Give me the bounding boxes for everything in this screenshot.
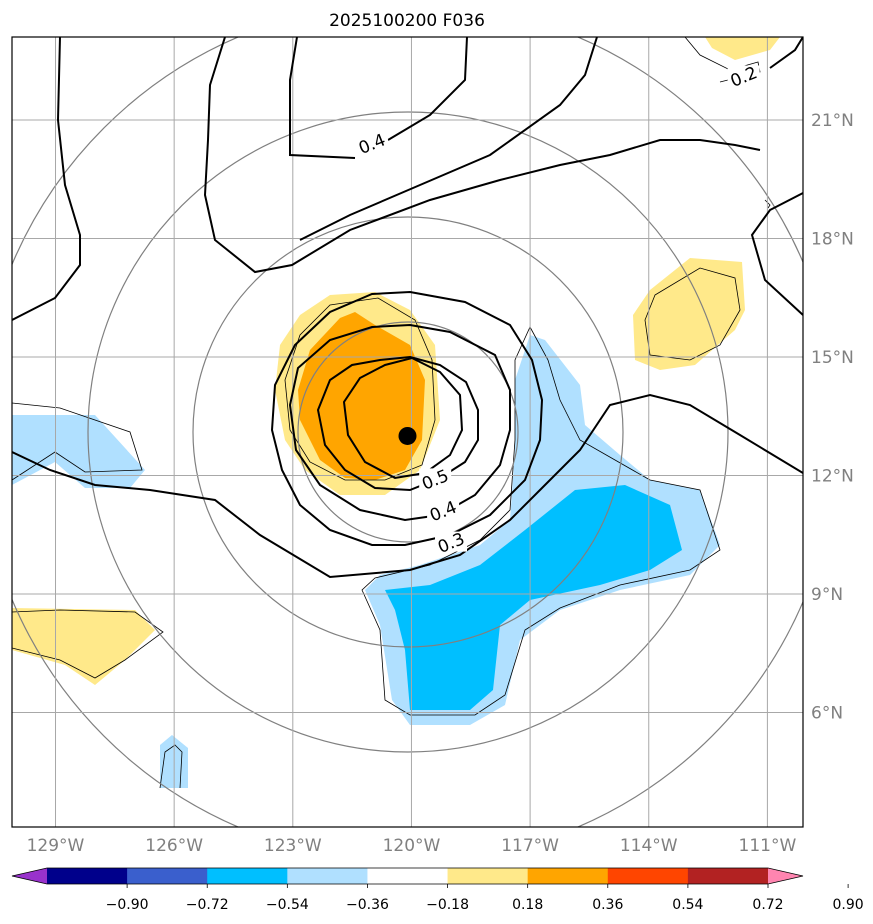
contour-label-bg (355, 132, 388, 153)
thick-contour (316, 355, 479, 492)
thick-contour (769, 37, 803, 69)
thick-contour (289, 37, 356, 159)
colorbar-tick-label: 0.54 (672, 897, 703, 913)
thick-contour (288, 323, 511, 522)
colorbar-outline (11, 867, 804, 885)
map-frame (11, 36, 804, 828)
colorbar-tick-label: −0.72 (186, 897, 229, 913)
y-tick-label: 9°N (811, 585, 843, 605)
thick-contour (750, 192, 803, 316)
map-area: 0.20.40.50.40.3 (12, 37, 803, 827)
thick-contour (299, 37, 598, 241)
thick-contour (12, 37, 81, 321)
y-tick-label: 6°N (811, 703, 843, 723)
thin-contour (12, 609, 164, 679)
colorbar-segment (447, 868, 529, 884)
thin-contour (361, 326, 721, 716)
x-tick-label: 120°W (383, 836, 441, 856)
contour-label-bg (727, 65, 760, 86)
x-tick-label: 129°W (27, 836, 85, 856)
thin-contour (284, 297, 436, 481)
colorbar-segment (527, 868, 609, 884)
colorbar-tick-label: −0.90 (106, 897, 149, 913)
colorbar-segment (607, 868, 689, 884)
colorbar-segment (687, 868, 769, 884)
colorbar-segment (287, 868, 368, 884)
shade-yellow-northeast (705, 37, 780, 60)
contour-labels: 0.20.40.50.40.3 (355, 63, 760, 558)
thick-contour (270, 290, 544, 546)
colorbar-tick-label: −0.54 (266, 897, 309, 913)
shade-yellow-southwest (12, 608, 155, 685)
thick-contour (342, 356, 464, 480)
colorbar-tick-label: −0.18 (426, 897, 469, 913)
range-ring (297, 321, 519, 543)
thin-contours (12, 37, 771, 789)
x-tick-label: 123°W (264, 836, 322, 856)
shade-yellow-east (633, 258, 745, 370)
colorbar-segment (207, 868, 288, 884)
colorbar-tick-label: 0.90 (833, 897, 864, 913)
x-tick-label: 126°W (145, 836, 203, 856)
thick-contour (387, 37, 468, 141)
shade-blue-core (385, 485, 682, 710)
y-tick-label: 18°N (811, 229, 854, 249)
x-tick-labels: 129°W 126°W 123°W 120°W 117°W 114°W 111°W (27, 836, 797, 856)
colorbar: −0.90 −0.72 −0.54 −0.36 −0.18 0.18 0.36 0.54 0.7… (11, 867, 864, 913)
thin-contour (12, 402, 143, 481)
colorbar-segment (367, 868, 449, 884)
range-ring (192, 216, 624, 648)
colorbar-extend-low (12, 868, 47, 884)
y-tick-label: 21°N (811, 111, 854, 131)
x-tick-label: 111°W (739, 836, 797, 856)
shade-light-blue-west (12, 415, 145, 488)
contour-label-bg (419, 468, 452, 489)
colorbar-extend-high (768, 868, 803, 884)
storm-center-marker (398, 426, 417, 445)
contour-label-bg (435, 531, 468, 552)
range-ring (87, 111, 729, 753)
y-tick-label: 15°N (811, 348, 854, 368)
colorbar-segment (127, 868, 208, 884)
y-tick-labels: 21°N 18°N 15°N 12°N 9°N 6°N (811, 111, 854, 724)
chart-title: 2025100200 F036 (329, 11, 485, 31)
contour-label-bg (427, 500, 460, 520)
thin-contour (644, 267, 741, 361)
colorbar-tick-label: 0.36 (592, 897, 623, 913)
thin-contour (159, 744, 183, 789)
range-rings (12, 37, 803, 827)
colorbar-tick-label: 0.72 (752, 897, 783, 913)
shaded-fields (12, 37, 780, 788)
colorbar-tick-label: 0.18 (512, 897, 543, 913)
thick-contour (203, 37, 761, 274)
thin-contour (764, 199, 771, 209)
x-tick-label: 117°W (501, 836, 559, 856)
colorbar-tick-label: −0.36 (346, 897, 389, 913)
x-tick-label: 114°W (620, 836, 678, 856)
thick-contours (12, 37, 803, 579)
y-tick-label: 12°N (811, 466, 854, 486)
colorbar-segment (47, 868, 128, 884)
thick-contour (12, 393, 803, 579)
